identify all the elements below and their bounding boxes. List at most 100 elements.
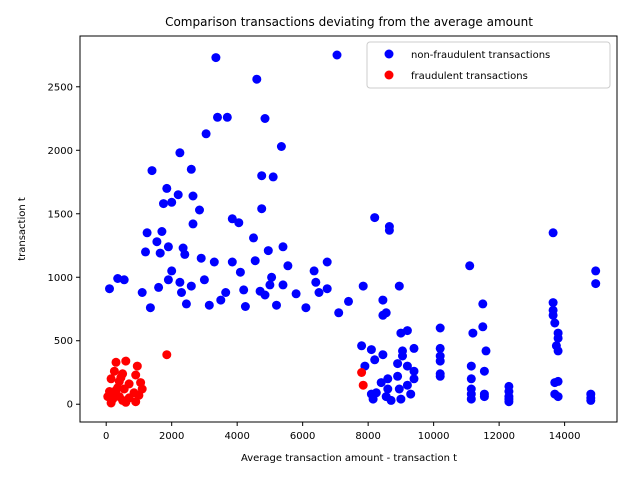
fraudulent-point	[131, 370, 141, 380]
x-tick-label: 8000	[355, 431, 380, 442]
fraudulent-point	[121, 356, 131, 366]
non-fraudulent-point	[409, 343, 419, 353]
non-fraudulent-point	[272, 300, 281, 310]
y-tick-label: 1000	[48, 273, 73, 284]
non-fraudulent-point	[466, 394, 476, 404]
non-fraudulent-point	[137, 288, 147, 297]
non-fraudulent-point	[481, 346, 491, 356]
non-fraudulent-point	[322, 257, 332, 267]
fraudulent-point	[106, 374, 116, 384]
fraudulent-point	[357, 368, 367, 377]
non-fraudulent-point	[383, 384, 393, 394]
non-fraudulent-point	[267, 272, 277, 282]
non-fraudulent-point	[504, 397, 514, 407]
y-tick-label: 500	[54, 336, 73, 347]
non-fraudulent-point	[465, 261, 475, 271]
non-fraudulent-point	[550, 318, 560, 328]
non-fraudulent-point	[260, 290, 270, 300]
non-fraudulent-point	[378, 310, 388, 320]
non-fraudulent-point	[383, 374, 393, 384]
non-fraudulent-point	[276, 142, 286, 151]
non-fraudulent-point	[396, 394, 406, 404]
non-fraudulent-point	[265, 280, 275, 290]
non-fraudulent-point	[291, 289, 301, 299]
legend-label-fraudulent: fraudulent transactions	[411, 71, 528, 82]
non-fraudulent-point	[435, 371, 445, 381]
x-tick-label: 10000	[418, 431, 450, 442]
fraudulent-point	[358, 380, 368, 390]
non-fraudulent-point	[548, 310, 558, 320]
non-fraudulent-point	[311, 277, 321, 287]
non-fraudulent-point	[393, 359, 403, 369]
non-fraudulent-point	[177, 288, 186, 297]
non-fraudulent-point	[301, 303, 311, 313]
non-fraudulent-point	[159, 199, 168, 209]
non-fraudulent-point	[386, 395, 396, 405]
non-fraudulent-point	[409, 374, 419, 384]
y-tick-label: 1500	[48, 209, 73, 220]
non-fraudulent-point	[334, 308, 344, 318]
legend-marker-non-fraudulent	[384, 49, 394, 59]
non-fraudulent-point	[227, 214, 237, 224]
non-fraudulent-point	[384, 225, 394, 235]
non-fraudulent-point	[199, 275, 209, 285]
non-fraudulent-point	[591, 279, 601, 289]
legend-label-non-fraudulent: non-fraudulent transactions	[411, 50, 550, 61]
non-fraudulent-point	[553, 333, 563, 343]
non-fraudulent-point	[278, 280, 288, 290]
non-fraudulent-point	[147, 166, 157, 176]
non-fraudulent-point	[188, 219, 198, 229]
fraudulent-point	[132, 361, 142, 371]
non-fraudulent-point	[145, 303, 155, 313]
non-fraudulent-point	[163, 275, 173, 285]
y-tick-label: 2000	[48, 146, 73, 157]
non-fraudulent-point	[435, 323, 445, 333]
x-tick-label: 14000	[549, 431, 581, 442]
non-fraudulent-point	[105, 284, 114, 294]
non-fraudulent-point	[155, 248, 165, 258]
non-fraudulent-point	[257, 204, 267, 214]
non-fraudulent-point	[393, 371, 403, 381]
non-fraudulent-point	[376, 378, 386, 388]
non-fraudulent-point	[309, 266, 319, 276]
non-fraudulent-point	[322, 284, 332, 294]
non-fraudulent-point	[357, 341, 367, 351]
fraudulent-point	[116, 373, 126, 383]
non-fraudulent-point	[548, 228, 558, 238]
non-fraudulent-point	[249, 233, 258, 243]
non-fraudulent-point	[478, 299, 488, 309]
non-fraudulent-point	[398, 351, 407, 361]
non-fraudulent-point	[402, 361, 412, 371]
non-fraudulent-point	[435, 343, 445, 353]
non-fraudulent-point	[239, 285, 249, 295]
non-fraudulent-point	[370, 355, 380, 365]
fraudulent-point	[113, 383, 123, 393]
non-fraudulent-point	[394, 281, 404, 291]
non-fraudulent-point	[195, 205, 204, 215]
non-fraudulent-point	[406, 389, 416, 399]
non-fraudulent-point	[209, 257, 219, 267]
non-fraudulent-point	[344, 296, 353, 306]
non-fraudulent-point	[479, 366, 489, 376]
non-fraudulent-point	[366, 345, 376, 355]
non-fraudulent-point	[479, 392, 489, 402]
non-fraudulent-point	[378, 295, 388, 305]
non-fraudulent-point	[466, 361, 476, 371]
x-tick-label: 4000	[224, 431, 249, 442]
non-fraudulent-point	[268, 172, 278, 182]
non-fraudulent-point	[141, 247, 150, 257]
non-fraudulent-point	[180, 249, 190, 259]
non-fraudulent-point	[586, 395, 596, 405]
non-fraudulent-point	[188, 191, 198, 201]
non-fraudulent-point	[553, 376, 563, 386]
y-axis-label: transaction t	[17, 197, 28, 261]
non-fraudulent-point	[257, 171, 267, 181]
non-fraudulent-point	[234, 218, 244, 228]
axes-frame	[79, 35, 618, 423]
non-fraudulent-point	[227, 257, 237, 267]
non-fraudulent-point	[278, 242, 288, 252]
fraudulent-point	[162, 350, 172, 360]
non-fraudulent-point	[173, 190, 183, 200]
x-axis-label: Average transaction amount - transaction…	[241, 453, 457, 464]
